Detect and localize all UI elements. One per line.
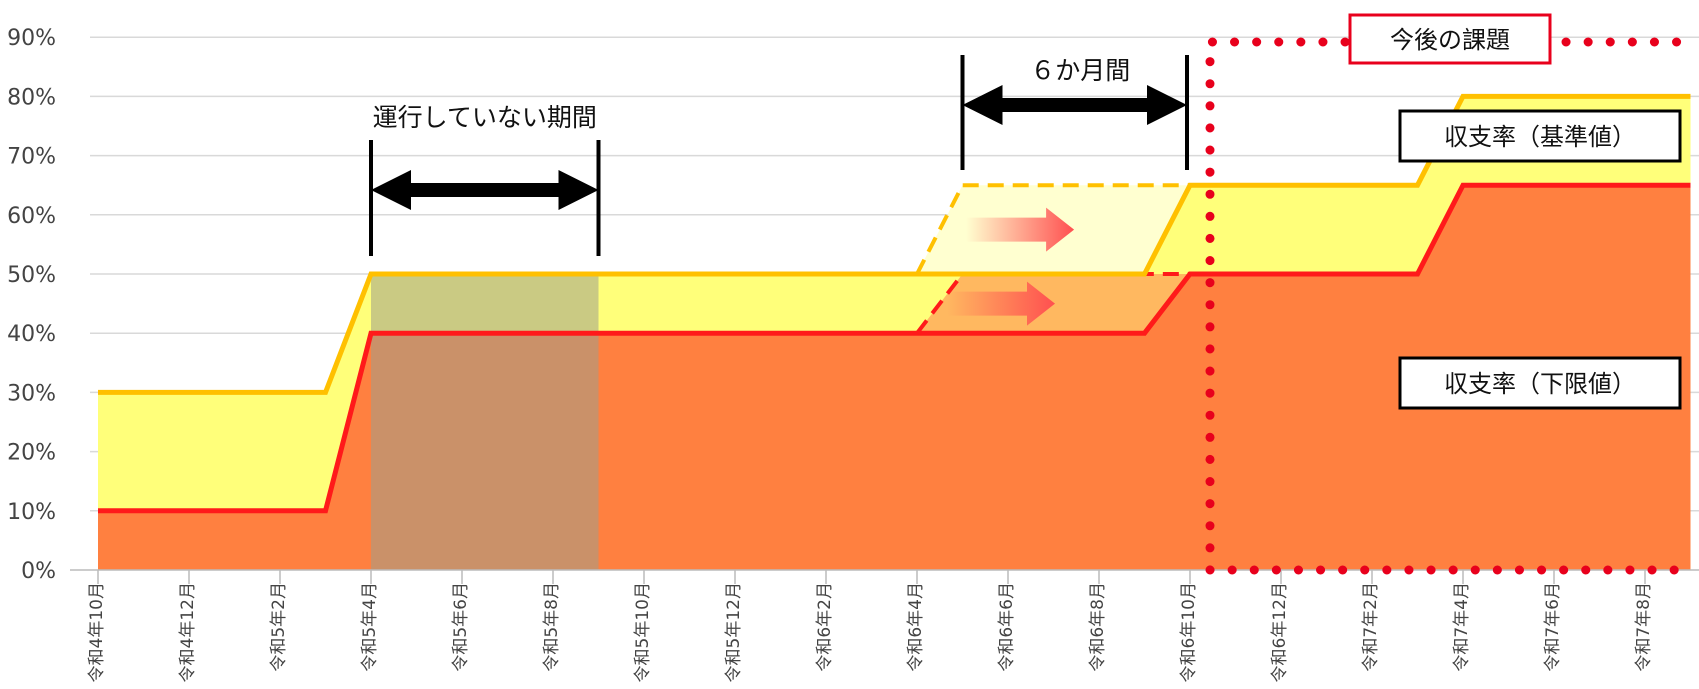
y-tick-label: 0% xyxy=(21,559,56,584)
y-tick-label: 80% xyxy=(7,85,56,110)
x-tick-label: 令和6年8月 xyxy=(1088,582,1108,672)
x-tick-label: 令和7年4月 xyxy=(1452,582,1472,672)
legend-lower-label: 収支率（下限値） xyxy=(1444,370,1636,398)
x-tick-label: 令和7年2月 xyxy=(1361,582,1381,672)
y-tick-label: 60% xyxy=(7,204,56,229)
x-tick-label: 令和4年12月 xyxy=(178,582,198,682)
x-tick-label: 令和5年8月 xyxy=(542,582,562,672)
inactive-period-arrow xyxy=(371,170,599,210)
x-tick-label: 令和7年6月 xyxy=(1543,582,1563,672)
x-tick-label: 令和5年4月 xyxy=(360,582,380,672)
inactive-period-shade xyxy=(371,274,599,570)
y-tick-label: 20% xyxy=(7,441,56,466)
planned-shift xyxy=(912,185,1190,333)
x-tick-label: 令和5年2月 xyxy=(269,582,289,672)
x-tick-label: 令和5年12月 xyxy=(724,582,744,682)
y-tick-label: 40% xyxy=(7,322,56,347)
six-months-label: ６か月間 xyxy=(1030,56,1130,85)
future-tasks-label: 今後の課題 xyxy=(1390,26,1510,54)
x-tick-label: 令和6年6月 xyxy=(997,582,1017,672)
x-tick-label: 令和7年8月 xyxy=(1634,582,1654,672)
x-tick-label: 令和5年10月 xyxy=(633,582,653,682)
inactive-period-label: 運行していない期間 xyxy=(373,103,597,132)
x-tick-label: 令和4年10月 xyxy=(87,582,107,682)
x-tick-label: 令和6年2月 xyxy=(815,582,835,672)
x-tick-label: 令和6年4月 xyxy=(906,582,926,672)
six-months-arrow xyxy=(963,85,1188,125)
legend-standard-label: 収支率（基準値） xyxy=(1444,123,1636,151)
y-tick-label: 50% xyxy=(7,263,56,288)
y-tick-label: 10% xyxy=(7,500,56,525)
y-tick-label: 30% xyxy=(7,381,56,406)
y-tick-label: 90% xyxy=(7,26,56,51)
x-tick-label: 令和5年6月 xyxy=(451,582,471,672)
y-tick-label: 70% xyxy=(7,145,56,170)
x-tick-label: 令和6年12月 xyxy=(1270,582,1290,682)
x-tick-label: 令和6年10月 xyxy=(1179,582,1199,682)
inactive-shade xyxy=(371,274,599,570)
